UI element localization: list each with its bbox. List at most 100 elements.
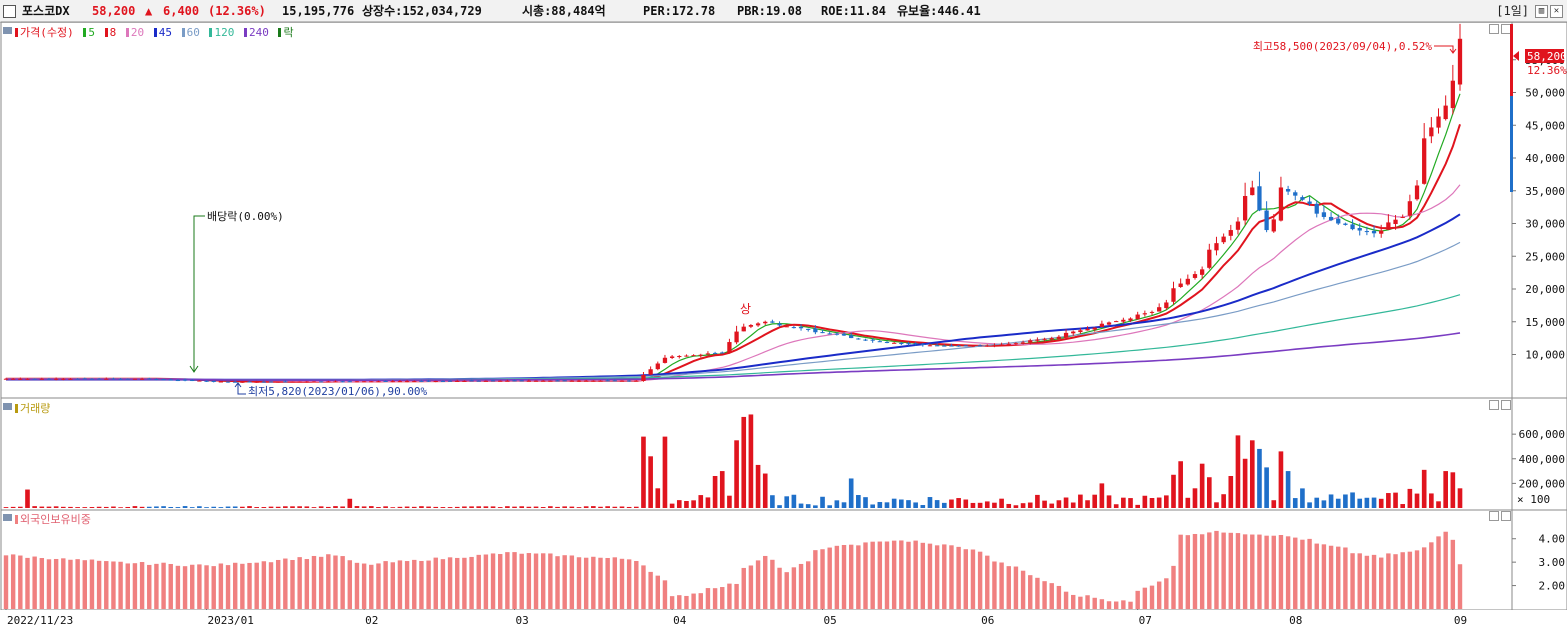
pane-close-icon[interactable] bbox=[1501, 511, 1511, 521]
candle-body bbox=[770, 321, 775, 323]
candle-body bbox=[748, 325, 754, 327]
candle-body bbox=[884, 341, 890, 343]
foreign-ratio-bar bbox=[805, 561, 811, 609]
foreign-ratio-bar bbox=[10, 554, 16, 609]
foreign-ratio-bar bbox=[999, 562, 1004, 609]
pane-menu-icon[interactable] bbox=[3, 403, 12, 410]
foreign-ratio-bar bbox=[641, 565, 646, 609]
foreign-ratio-bar bbox=[204, 565, 209, 609]
foreign-ratio-bar bbox=[512, 552, 517, 609]
foreign-ratio-bar bbox=[856, 545, 861, 609]
ex-dividend-legend-label[interactable]: 락 bbox=[283, 26, 294, 39]
period-selector[interactable]: [1일] bbox=[1496, 4, 1529, 18]
foreign-ratio-bar bbox=[626, 559, 632, 609]
chart-canvas[interactable]: 10,000 15,000 20,000 25,000 30,000 35,000 40,0… bbox=[0, 0, 1567, 610]
price-change: 6,400 bbox=[163, 4, 200, 18]
volume-bar bbox=[68, 506, 73, 508]
volume-bar bbox=[813, 505, 818, 508]
candle-body bbox=[1042, 338, 1047, 340]
price-swatch-icon bbox=[15, 28, 18, 37]
foreign-ratio-bar bbox=[598, 557, 603, 609]
candle-body bbox=[462, 380, 467, 382]
candle-body bbox=[1207, 249, 1212, 268]
volume-bar bbox=[1328, 494, 1334, 508]
candle-body bbox=[1400, 216, 1405, 218]
ma20-legend-label[interactable]: 20 bbox=[130, 26, 145, 39]
foreign-ratio-bar bbox=[698, 593, 703, 609]
up-arrow-icon: ▲ bbox=[145, 4, 153, 18]
quote-header: 포스코DX 58,200 ▲ 6,400 (12.36%) 15,195,776… bbox=[0, 0, 1567, 23]
foreign-ratio-bar bbox=[1178, 534, 1183, 609]
volume-bar bbox=[1278, 451, 1284, 508]
volume-bar bbox=[1443, 471, 1448, 508]
volume-bar bbox=[1178, 461, 1183, 508]
ma5-legend-label[interactable]: 5 bbox=[88, 26, 95, 39]
candle-body bbox=[541, 380, 546, 382]
volume-bar bbox=[705, 497, 711, 508]
candle-body bbox=[712, 352, 718, 354]
candle-body bbox=[1078, 330, 1083, 333]
volume-bar bbox=[827, 505, 833, 508]
candle-body bbox=[61, 378, 66, 380]
candle-body bbox=[1192, 274, 1198, 278]
foreign-ratio-bar bbox=[648, 571, 653, 609]
volume-bar bbox=[497, 507, 503, 508]
ma60-legend-label[interactable]: 60 bbox=[186, 26, 200, 39]
volume-bar bbox=[698, 495, 704, 508]
candle-body bbox=[1321, 212, 1327, 217]
ma20-swatch-icon bbox=[125, 28, 129, 37]
volume-bar bbox=[949, 499, 954, 508]
select-checkbox[interactable] bbox=[3, 5, 16, 18]
foreign-ratio-bar bbox=[1128, 601, 1133, 609]
limit-up-marker: 상 bbox=[740, 302, 751, 316]
volume-bar bbox=[1335, 498, 1341, 508]
volume-bar bbox=[719, 471, 725, 508]
volume-bar bbox=[53, 506, 59, 508]
volume-bar bbox=[820, 496, 825, 508]
volume-bar bbox=[884, 502, 890, 508]
foreign-ratio-bar bbox=[419, 560, 424, 609]
ma120-line bbox=[6, 294, 1461, 381]
ma240-legend-label[interactable]: 240 bbox=[248, 26, 269, 39]
candle-body bbox=[111, 378, 116, 380]
pane-menu-icon[interactable] bbox=[3, 27, 12, 34]
candle-body bbox=[197, 380, 202, 382]
volume-bar bbox=[1185, 497, 1191, 508]
volume-bar bbox=[1257, 448, 1262, 508]
ma45-legend-label[interactable]: 45 bbox=[158, 26, 172, 39]
volume-bar bbox=[548, 506, 553, 508]
candle-body bbox=[161, 379, 166, 381]
pane-minimize-icon[interactable] bbox=[1489, 400, 1499, 410]
candle-body bbox=[698, 354, 703, 356]
foreign-ratio-bar bbox=[175, 565, 181, 609]
volume-bar bbox=[1300, 488, 1305, 508]
stock-name[interactable]: 포스코DX bbox=[22, 4, 70, 18]
volume-bar bbox=[1228, 476, 1234, 508]
split-view-icon[interactable]: ▥ bbox=[1535, 5, 1548, 18]
price-y-tick: 50,000 bbox=[1525, 87, 1565, 100]
pane-close-icon[interactable] bbox=[1501, 400, 1511, 410]
candle-body bbox=[319, 381, 324, 383]
foreign-ratio-bar bbox=[1199, 534, 1205, 609]
pane-menu-icon[interactable] bbox=[3, 514, 12, 521]
volume-bar bbox=[204, 507, 209, 508]
volume-bar bbox=[476, 506, 482, 508]
ma8-legend-label[interactable]: 8 bbox=[109, 26, 117, 39]
foreign-ratio-bar bbox=[720, 587, 725, 609]
foreign-y-tick: 3.00 bbox=[1539, 556, 1566, 569]
candle-body bbox=[920, 343, 925, 345]
volume-bar bbox=[834, 500, 840, 508]
foreign-ratio-bar bbox=[1121, 600, 1126, 609]
foreign-ratio-bar bbox=[318, 556, 324, 609]
candle-body bbox=[634, 380, 639, 382]
pane-minimize-icon[interactable] bbox=[1489, 511, 1499, 521]
volume-bar bbox=[662, 436, 668, 508]
per-value: PER:172.78 bbox=[643, 4, 716, 18]
ma120-legend-label[interactable]: 120 bbox=[214, 26, 235, 39]
candle-body bbox=[383, 380, 388, 382]
foreign-ratio-bar bbox=[841, 544, 847, 609]
pane-minimize-icon[interactable] bbox=[1489, 24, 1499, 34]
foreign-ratio-bar bbox=[1429, 542, 1434, 609]
volume-bar bbox=[1264, 467, 1269, 508]
close-icon[interactable]: ✕ bbox=[1550, 5, 1563, 18]
